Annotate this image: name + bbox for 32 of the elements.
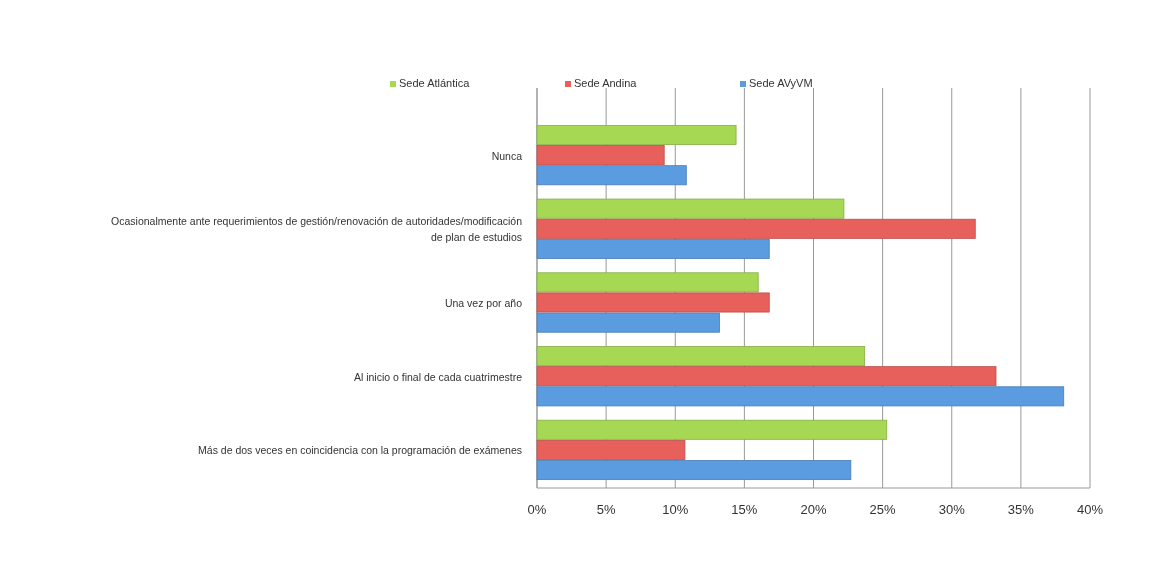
bar [536,165,687,186]
bar [536,419,888,440]
legend-label: Sede AVyVM [749,77,813,89]
y-tick-label: Ocasionalmente ante requerimientos de gestión/renovación de autoridades/modificación de plan de estudios [111,215,523,244]
x-tick-label: 20% [800,502,827,517]
x-tick-label: 5% [596,502,616,517]
x-tick-label: 0% [527,502,547,517]
x-tick-label: 40% [1076,502,1104,517]
legend-label: Sede Andina [574,77,638,89]
y-tick-label: Nunca [491,149,523,162]
bar [536,386,1065,407]
legend-label: Sede Atlántica [399,77,471,89]
bar [536,366,997,387]
bar [536,312,720,333]
bar [536,238,770,259]
bar [536,124,737,145]
x-tick-label: 10% [662,502,689,517]
bar [536,198,845,219]
y-tick-label: Al inicio o final de cada cuatrimestre [353,370,523,383]
x-tick-label: 35% [1007,502,1035,517]
bar [536,439,686,460]
y-tick-label: Una vez por año [444,297,523,309]
y-tick-label: Más de dos veces en coincidencia con la programación de exámenes [198,444,522,457]
x-tick-label: 30% [938,502,966,517]
bar [536,272,759,293]
x-tick-label: 15% [731,502,758,517]
x-tick-label: 25% [869,502,897,517]
bar [536,346,866,367]
bar [536,145,665,166]
bar [536,218,976,239]
bar [536,292,770,313]
bar [536,460,852,481]
